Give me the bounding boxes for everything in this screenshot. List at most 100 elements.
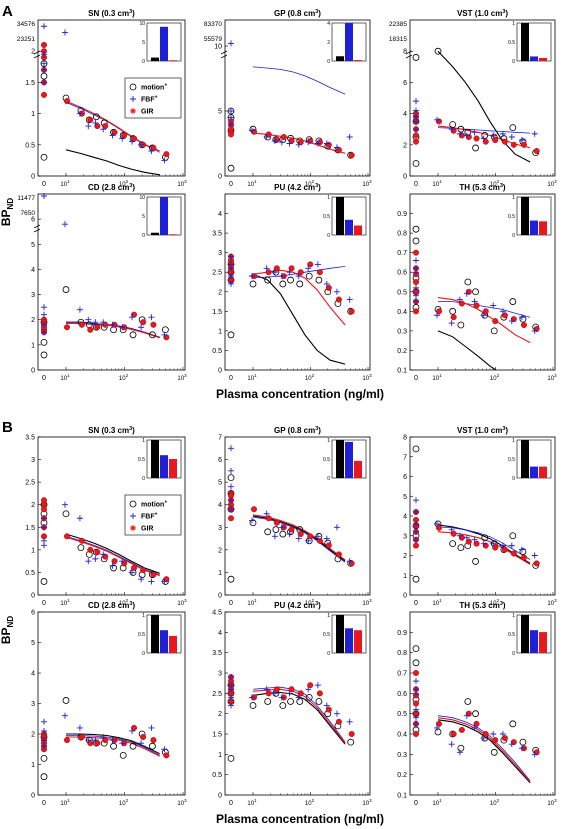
y-tick-label: 3 [403,533,407,540]
gir-point [297,690,304,697]
fbf-point [499,542,506,549]
fbf-point [228,108,234,114]
y-tick-label: 0.5 [212,772,222,779]
inset-tick-label: 0.5 [323,457,330,463]
gir-point [413,279,420,286]
gir-point [458,300,465,307]
inset-bar-fbf [160,455,168,478]
y-tick-label: 0.8 [397,231,407,238]
x-tick-label: 101 [432,798,442,807]
legend-entry-label: GIR [141,109,153,116]
x-tick-exponent: 2 [126,798,129,803]
x-tick-base: 10 [547,801,554,807]
inset-tick-label: 1 [327,195,330,201]
fbf-point [228,483,234,490]
motion-point [227,755,235,762]
legend-entry-text: FBF [141,97,155,104]
gir-point [335,551,342,558]
y-tick-label: 2 [218,289,222,296]
broken-axis-label: 22385 [389,21,407,28]
fbf-point [413,686,419,693]
y-tick-label: 0.2 [397,348,407,355]
subplot-title: SN (0.3 cm3) [88,426,135,435]
y-axis-title-a: BPND [0,198,15,226]
gir-point [227,126,234,133]
gir-point [465,288,472,295]
fbf-point [148,724,155,731]
gir-point [348,731,355,738]
fbf-point [531,327,538,334]
fbf-point [413,98,419,105]
x-tick-exponent: 2 [497,373,500,378]
y-tick-label: 6 [218,457,222,464]
gir-point [413,670,420,677]
subplot-title-end: ) [318,9,321,18]
x-tick-exponent: 3 [554,798,557,803]
x-tick-base: 10 [362,182,369,188]
x-tick-label: 102 [490,373,500,382]
fbf-point [463,712,470,719]
fbf-point [228,445,234,452]
fbf-point [228,694,234,701]
motion-point [464,278,472,286]
motion-point [509,720,517,728]
x-tick-label: 0 [414,800,418,807]
motion-point [434,47,442,55]
inset-bar-fbf [530,56,538,61]
x-tick-base: 10 [432,182,439,188]
x-tick-base: 10 [247,182,254,188]
motion-point [315,698,323,705]
fbf-point [271,533,278,540]
x-tick-exponent: 2 [312,179,315,184]
inset-bar-gir [169,635,177,653]
fbf-point [286,140,293,147]
y-tick-label: 4 [218,630,222,637]
x-tick-label: 0 [42,375,46,382]
subplot-title-text: VST (1.0 cm [457,426,502,435]
x-tick-label: 0 [229,800,233,807]
fbf-point [161,578,168,585]
y-tick-label: 0.3 [397,328,407,335]
motion-point [227,331,235,339]
axes-frame [224,436,371,596]
subplot-b-5: PU (4.2 cm3)00.511.522.533.544.50 1011021… [212,601,372,807]
fbf-point [471,536,478,543]
fbf-point [413,107,419,114]
subplot-title-end: ) [505,426,508,435]
fbf-point [41,60,47,67]
motion-point [40,72,48,80]
motion-point [129,500,137,508]
legend-entry-label: FBF+ [141,95,158,104]
fbf-point [263,510,270,517]
x-tick-exponent: 3 [369,373,372,378]
gir-point [473,135,480,142]
x-tick-exponent: 1 [67,598,70,603]
fbf-point [305,537,312,544]
x-tick-label: 103 [362,373,372,382]
subplot-title: GP (0.8 cm3) [274,9,321,18]
x-tick-base: 10 [362,801,369,807]
fbf-point [286,269,293,276]
y-tick-label: 6 [31,610,35,617]
gir-point [492,137,499,144]
x-tick-label: 102 [119,798,129,807]
gir-point [150,571,157,578]
y-tick-label: 6 [31,217,35,224]
y-tick-label: 0.2 [397,772,407,779]
fbf-point [413,720,419,727]
inset-bar-gir [354,460,362,478]
fbf-point [228,674,234,681]
inset-tick-label: 0 [327,233,330,239]
motion-point [412,54,420,61]
x-tick-label: 102 [119,598,129,607]
inset-bar-gir [169,459,177,478]
fit-curve-motion [437,330,498,370]
x-tick-label: 0 [229,375,233,382]
x-tick-label: 102 [119,179,129,188]
y-axis-title-main: BP [0,209,13,226]
fbf-point [346,134,353,140]
y-tick-label: 0 [31,793,35,800]
inset-bar-gir [539,466,547,478]
